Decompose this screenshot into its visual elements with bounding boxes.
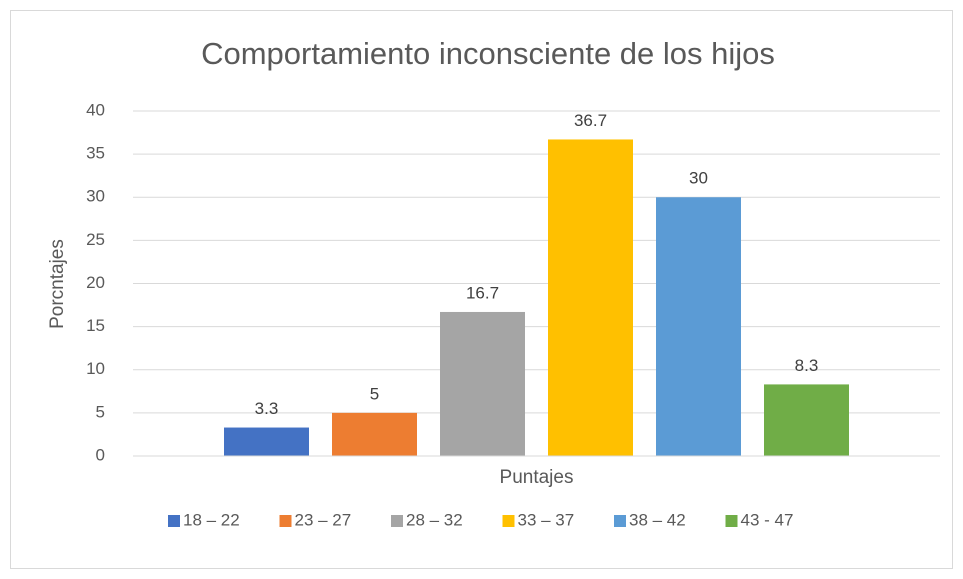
bar xyxy=(764,384,849,456)
legend-label: 23 – 27 xyxy=(295,510,352,529)
y-tick-label: 0 xyxy=(96,445,105,464)
legend-swatch xyxy=(614,515,626,527)
data-label: 3.3 xyxy=(255,399,279,418)
data-label: 30 xyxy=(689,169,708,188)
bar xyxy=(548,139,633,456)
y-tick-label: 10 xyxy=(86,359,105,378)
bar xyxy=(224,427,309,456)
data-label: 16.7 xyxy=(466,283,499,302)
y-tick-label: 5 xyxy=(96,402,105,421)
legend-swatch xyxy=(725,515,738,527)
legend-label: 33 – 37 xyxy=(518,510,575,529)
legend-swatch xyxy=(279,515,292,527)
legend-label: 38 – 42 xyxy=(629,510,686,529)
y-tick-label: 25 xyxy=(86,230,105,249)
y-axis-title: Porcntajes xyxy=(47,239,68,329)
chart-title: Comportamiento inconsciente de los hijos xyxy=(201,36,775,71)
y-tick-label: 40 xyxy=(86,100,105,119)
bar xyxy=(440,311,525,456)
bar xyxy=(332,412,417,456)
legend-swatch xyxy=(502,515,515,527)
y-tick-label: 15 xyxy=(86,316,105,335)
legend-swatch xyxy=(391,515,403,527)
legend-label: 18 – 22 xyxy=(183,510,240,529)
legend-label: 43 - 47 xyxy=(741,510,794,529)
y-tick-label: 35 xyxy=(86,144,105,163)
y-tick-label: 30 xyxy=(86,187,105,206)
data-label: 8.3 xyxy=(795,356,819,375)
legend-swatch xyxy=(168,515,180,527)
data-label: 5 xyxy=(370,384,379,403)
x-tick-label: Puntajes xyxy=(500,467,574,488)
legend-label: 28 – 32 xyxy=(406,510,463,529)
data-label: 36.7 xyxy=(574,111,607,130)
y-tick-label: 20 xyxy=(86,273,105,292)
bar xyxy=(656,197,741,456)
chart-border xyxy=(10,10,953,569)
